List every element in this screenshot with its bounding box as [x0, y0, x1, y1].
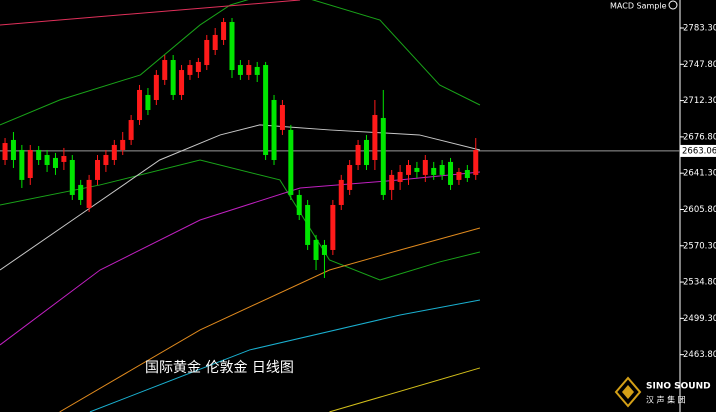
candle-body: [204, 39, 210, 66]
candle-body: [52, 157, 58, 168]
candle-body: [296, 194, 302, 215]
indicator-line: [0, 0, 301, 26]
y-tick-label: 2641.30: [683, 169, 716, 179]
candle-body: [279, 104, 285, 130]
candle-body: [170, 60, 176, 95]
candle-body: [321, 244, 327, 255]
y-tick-label: 2676.80: [683, 132, 716, 142]
candle-body: [271, 99, 277, 160]
last-price-label: 2663.06: [682, 146, 716, 156]
candle-body: [473, 149, 479, 175]
candle-body: [145, 94, 151, 111]
indicator-line: [89, 299, 481, 412]
candle-body: [86, 179, 92, 208]
candle-body: [363, 139, 369, 166]
candle-body: [237, 65, 243, 75]
candle-body: [338, 179, 344, 205]
candle-body: [305, 204, 311, 245]
logo-sub: 汉 声 集 团: [646, 395, 686, 405]
logo: SINO SOUND 汉 声 集 团: [614, 376, 711, 408]
candle-body: [95, 159, 101, 180]
candle-body: [36, 149, 42, 160]
logo-name: SINO SOUND: [646, 382, 711, 392]
candle-body: [389, 174, 395, 190]
candle-body: [221, 21, 227, 40]
candle-body: [229, 21, 235, 71]
candle-body: [179, 70, 185, 95]
indicator-line: [329, 367, 481, 412]
logo-mark: [614, 376, 642, 408]
candle-body: [103, 154, 109, 166]
y-tick-label: 2605.80: [683, 205, 716, 215]
candle-body: [263, 65, 269, 155]
candle-body: [355, 144, 361, 166]
candle-body: [10, 139, 16, 160]
candle-body: [78, 184, 84, 200]
candle-body: [456, 171, 462, 180]
candle-body: [372, 115, 378, 160]
candle-body: [288, 129, 294, 195]
candle-body: [61, 156, 67, 162]
candle-body: [347, 165, 353, 190]
last-price-box: [680, 144, 716, 157]
indicator-icon: [668, 0, 678, 10]
indicator-line: [59, 227, 481, 412]
caption: 国际黄金 伦敦金 日线图: [145, 359, 294, 376]
y-tick-label: 2747.80: [683, 60, 716, 70]
candle-body: [137, 89, 143, 121]
indicator-line: [0, 0, 481, 126]
candle-body: [330, 204, 336, 250]
logo-mark: [622, 385, 634, 399]
y-tick-label: 2534.80: [683, 278, 716, 288]
candle-body: [406, 165, 412, 175]
candle-body: [2, 143, 8, 160]
candle-body: [448, 161, 454, 185]
y-tick-label: 2783.30: [683, 24, 716, 34]
candle-body: [195, 61, 201, 72]
candle-body: [187, 65, 193, 75]
candle-body: [111, 144, 117, 160]
candle-body: [380, 117, 386, 195]
candle-body: [19, 149, 25, 180]
y-tick-label: 2570.30: [683, 241, 716, 251]
candle-body: [431, 167, 437, 175]
candle-body: [128, 120, 134, 140]
indicator-name: MACD Sample: [610, 2, 667, 11]
candle-body: [254, 66, 260, 75]
y-tick-label: 2712.30: [683, 96, 716, 106]
candle-body: [44, 154, 50, 166]
y-tick-label: 2499.30: [683, 314, 716, 324]
y-tick-label: 2463.80: [683, 350, 716, 360]
candle-body: [69, 159, 75, 195]
candle-body: [464, 170, 470, 178]
candle-body: [212, 34, 218, 50]
candle-body: [414, 167, 420, 172]
indicator-line: [0, 124, 481, 271]
candle-body: [162, 60, 168, 80]
candle-body: [439, 165, 445, 175]
candle-body: [313, 239, 319, 260]
candle-body: [422, 159, 428, 175]
candle-body: [246, 65, 252, 75]
indicator-line: [0, 159, 481, 281]
candle-body: [120, 139, 126, 150]
indicator-line: [0, 171, 481, 346]
candle-body: [153, 74, 159, 100]
candle-body: [27, 149, 33, 178]
candle-body: [397, 171, 403, 182]
